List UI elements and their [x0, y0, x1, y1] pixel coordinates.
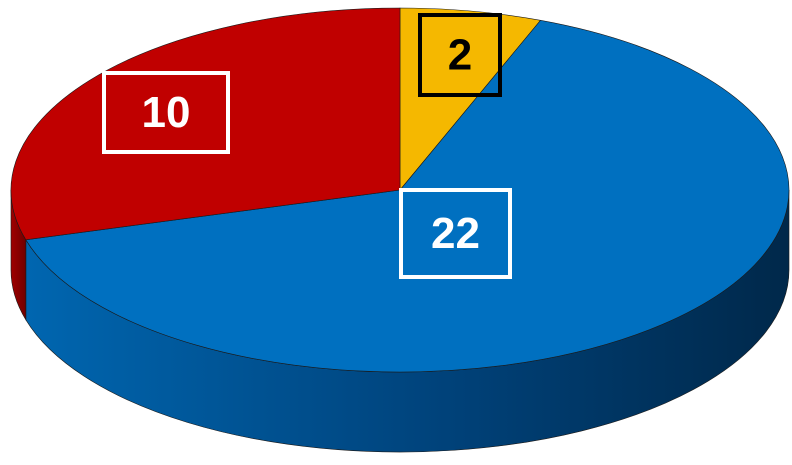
- slice: [399, 7, 542, 191]
- data-label: 10: [142, 88, 191, 137]
- slice: [10, 7, 401, 241]
- slice: [25, 19, 790, 373]
- data-label: 22: [431, 209, 480, 258]
- data-label-box: [102, 71, 230, 154]
- data-label: 2: [448, 31, 472, 80]
- data-label-box: [418, 13, 502, 97]
- data-label-box: [399, 188, 512, 279]
